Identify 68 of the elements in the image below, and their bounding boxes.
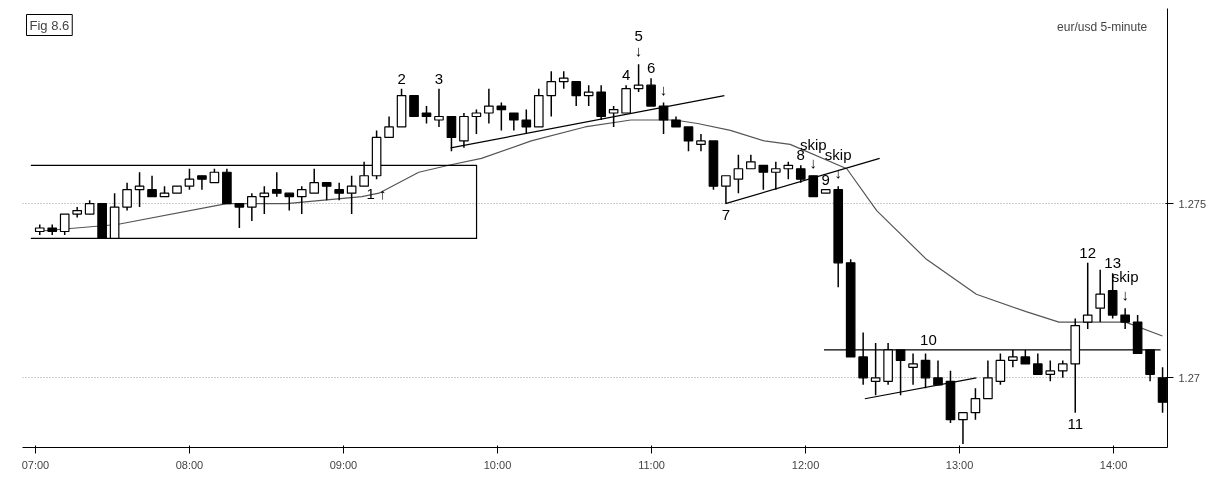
x-tick-label: 08:00 bbox=[175, 458, 204, 471]
candlestick bbox=[958, 411, 968, 445]
candlestick bbox=[409, 95, 419, 118]
candlestick bbox=[122, 181, 132, 212]
annotation: 7 bbox=[721, 205, 731, 223]
candlestick bbox=[259, 185, 270, 215]
candlestick bbox=[983, 359, 993, 400]
candlestick bbox=[908, 352, 918, 386]
candlestick bbox=[147, 174, 157, 198]
candlestick bbox=[1095, 269, 1106, 323]
annotation: 5 bbox=[634, 27, 643, 45]
candlestick bbox=[808, 174, 819, 198]
candlestick bbox=[496, 101, 507, 132]
candlestick bbox=[1045, 359, 1056, 383]
candlestick bbox=[521, 108, 532, 135]
candlestick bbox=[970, 387, 981, 421]
annotation: 4 bbox=[621, 66, 631, 84]
candlestick bbox=[309, 168, 320, 194]
annotation: ↓ bbox=[809, 153, 817, 171]
candlestick bbox=[583, 84, 594, 107]
candlestick bbox=[334, 181, 344, 201]
candlestick bbox=[346, 174, 357, 215]
candlestick bbox=[197, 174, 207, 191]
annotation: ↓ bbox=[834, 164, 842, 182]
candlestick bbox=[571, 80, 582, 107]
candlestick bbox=[546, 70, 557, 118]
text: eur/usd 5-minute bbox=[1057, 19, 1148, 34]
candlestick bbox=[608, 105, 619, 128]
candlestick bbox=[434, 87, 444, 128]
candlestick bbox=[271, 171, 282, 198]
y-tick-label: 1.275 bbox=[1178, 197, 1207, 210]
candlestick bbox=[658, 101, 669, 135]
candlestick bbox=[733, 154, 744, 194]
candlestick bbox=[683, 126, 694, 153]
candlestick bbox=[696, 133, 706, 153]
annotation: 12 bbox=[1079, 243, 1097, 261]
candlestick bbox=[770, 161, 781, 191]
candlestick bbox=[384, 115, 394, 139]
annotation: 11 bbox=[1067, 414, 1084, 432]
text: Fig 8.6 bbox=[29, 17, 70, 33]
x-tick-label: 09:00 bbox=[329, 458, 358, 471]
annotation: 6 bbox=[646, 59, 656, 77]
candlestick bbox=[995, 352, 1006, 386]
x-tick-label: 13:00 bbox=[945, 458, 974, 471]
candlestick bbox=[1120, 307, 1130, 330]
candlestick bbox=[184, 168, 195, 191]
candlestick bbox=[234, 202, 245, 229]
annotation: 3 bbox=[434, 69, 444, 87]
annotation: ↓ bbox=[659, 80, 668, 98]
candlestick bbox=[484, 87, 494, 125]
x-tick-label: 11:00 bbox=[638, 458, 665, 471]
candlestick bbox=[758, 164, 769, 191]
annotation: 10 bbox=[920, 330, 937, 348]
x-tick-label: 10:00 bbox=[483, 458, 512, 471]
candlestick bbox=[1032, 352, 1043, 376]
y-tick-label: 1.27 bbox=[1178, 371, 1200, 384]
annotation: ↓ bbox=[1121, 286, 1129, 304]
x-tick-label: 07:00 bbox=[21, 458, 50, 471]
candlestick bbox=[59, 213, 70, 236]
candlestick bbox=[247, 192, 257, 222]
candlestick bbox=[296, 185, 307, 215]
candlestick bbox=[471, 108, 482, 135]
candlestick bbox=[1082, 262, 1093, 330]
annotation: ↓ bbox=[634, 42, 643, 60]
annotation: 9 bbox=[821, 170, 830, 188]
annotation: 2 bbox=[397, 69, 406, 87]
x-tick-label: 12:00 bbox=[791, 458, 820, 471]
x-tick-label: 14:00 bbox=[1099, 458, 1128, 471]
